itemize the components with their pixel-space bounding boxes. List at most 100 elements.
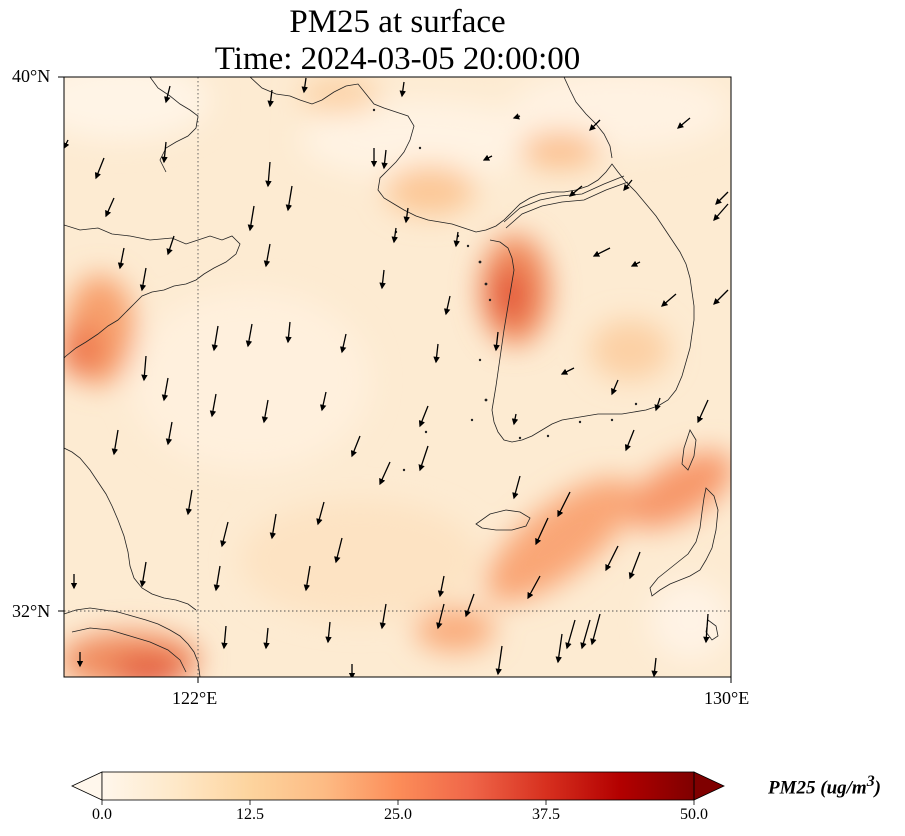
wind-arrow — [560, 367, 575, 375]
lon-tick-label-130: 130°E — [704, 688, 750, 708]
wind-arrow — [213, 565, 221, 592]
lat-tick-label-40: 40°N — [12, 66, 51, 86]
wind-arrow — [165, 421, 173, 446]
wind-arrow — [443, 295, 451, 316]
wind-arrow — [334, 537, 343, 564]
wind-arrow — [569, 185, 583, 197]
lon-tick-label-122: 122°E — [172, 688, 218, 708]
wind-arrow — [611, 379, 619, 396]
wind-arrow — [391, 227, 398, 244]
wind-arrow — [436, 603, 445, 630]
colorbar-tick-label: 0.0 — [92, 806, 112, 823]
wind-arrow — [418, 445, 429, 472]
wind-arrow — [605, 545, 619, 572]
pm25-field — [64, 77, 731, 677]
wind-arrow — [628, 551, 641, 580]
wind-arrow — [263, 627, 270, 650]
wind-arrow — [247, 205, 255, 232]
gridlines — [64, 77, 731, 677]
islands — [372, 108, 638, 472]
wind-arrow — [512, 113, 521, 120]
wind-arrow — [495, 645, 503, 676]
wind-arrow — [381, 149, 388, 170]
wind-arrow — [379, 269, 386, 290]
wind-arrow — [285, 321, 292, 344]
colorbar-gradient — [102, 772, 694, 800]
wind-arrow — [379, 603, 387, 630]
lat-tick-label-32: 32°N — [12, 601, 51, 621]
wind-arrow — [535, 517, 549, 546]
wind-arrow — [589, 119, 601, 131]
wind-arrow — [624, 429, 635, 452]
wind-arrow — [403, 207, 410, 224]
wind-arrow — [211, 325, 219, 352]
colorbar-label: PM25 (ug/m3) — [768, 773, 881, 799]
wind-arrow — [209, 393, 217, 418]
wind-arrow — [141, 355, 148, 382]
wind-arrow — [164, 85, 171, 104]
wind-arrow — [245, 323, 253, 348]
map-title: PM25 at surface — [289, 4, 506, 40]
map-time-subtitle: Time: 2024-03-05 20:00:00 — [214, 41, 581, 77]
wind-arrow — [493, 331, 500, 352]
wind-arrow — [623, 179, 633, 192]
wind-arrow — [511, 413, 519, 426]
wind-arrow — [117, 247, 125, 270]
wind-arrow — [285, 185, 293, 212]
wind-arrow — [139, 561, 147, 588]
wind-arrow — [350, 435, 361, 458]
wind-arrow — [316, 501, 325, 526]
wind-arrow — [185, 489, 193, 516]
wind-arrow — [677, 117, 691, 129]
colorbar-tick-label: 37.5 — [532, 806, 560, 823]
wind-arrow — [319, 391, 327, 412]
wind-arrow — [630, 260, 641, 267]
coastlines — [64, 77, 719, 677]
colorbar-tick-label: 50.0 — [680, 806, 708, 823]
wind-arrow — [565, 619, 576, 650]
wind-arrow — [713, 289, 729, 305]
wind-arrow — [482, 154, 493, 161]
wind-arrow — [221, 625, 228, 650]
wind-arrow — [661, 293, 677, 307]
wind-arrow — [399, 81, 406, 98]
colorbar-tick-label: 25.0 — [384, 806, 412, 823]
wind-arrow — [651, 657, 658, 677]
wind-arrow — [715, 191, 729, 205]
wind-arrow — [303, 565, 311, 592]
wind-arrow — [161, 377, 169, 402]
wind-arrow — [263, 243, 271, 268]
colorbar-tick-label: 12.5 — [236, 806, 264, 823]
wind-arrow — [512, 475, 521, 500]
wind-arrow — [166, 235, 175, 256]
wind-arrow — [220, 521, 229, 548]
map-frame — [63, 76, 732, 678]
wind-arrow — [437, 575, 445, 598]
wind-vectors — [64, 77, 729, 677]
wind-arrow — [301, 77, 308, 94]
wind-arrow — [555, 633, 563, 664]
wind-arrow — [139, 267, 147, 292]
colorbar-ticks — [101, 800, 695, 805]
wind-arrow — [590, 613, 601, 646]
wind-arrow — [261, 399, 269, 424]
wind-arrow — [161, 141, 168, 164]
wind-arrow — [580, 619, 591, 650]
colorbar-extend-low — [71, 771, 103, 801]
wind-arrow — [64, 139, 70, 150]
colorbar-extend-high — [693, 771, 725, 801]
wind-arrow — [418, 405, 429, 428]
wind-arrow — [111, 429, 119, 456]
wind-arrow — [105, 197, 115, 218]
wind-arrow — [592, 247, 611, 257]
wind-arrow — [464, 593, 475, 618]
wind-arrow — [697, 399, 709, 424]
wind-arrow — [94, 157, 105, 180]
wind-arrow — [654, 397, 661, 412]
wind-arrow — [557, 491, 571, 518]
wind-arrow — [265, 161, 272, 188]
wind-arrow — [379, 461, 391, 486]
wind-arrow — [527, 575, 541, 600]
wind-arrow — [703, 613, 710, 644]
